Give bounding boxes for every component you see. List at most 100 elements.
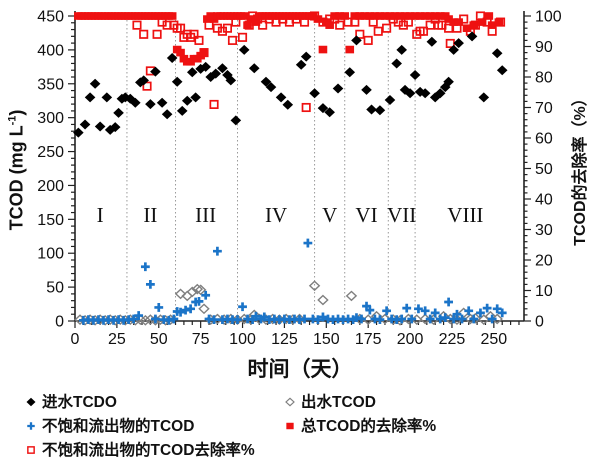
data-point-marker xyxy=(491,313,503,325)
phase-labels: I II III IV V VI VII VIII xyxy=(97,203,484,227)
phase-label: II xyxy=(143,203,157,227)
x-tick-label: 50 xyxy=(150,331,168,348)
data-point-marker xyxy=(449,18,458,26)
data-point-marker xyxy=(194,296,204,306)
data-point-marker xyxy=(325,21,334,29)
data-point-marker xyxy=(246,15,256,23)
data-point-marker xyxy=(365,12,375,20)
x-tick-label: 175 xyxy=(355,331,382,348)
data-point-marker xyxy=(308,12,318,20)
legend-label: 出水TCOD xyxy=(301,394,376,411)
data-point-marker xyxy=(324,107,335,118)
x-tick-label: 0 xyxy=(71,331,80,348)
tick-labels: 0 25 50 75 100 125 150 175 200 225 250050100150200… xyxy=(37,9,562,349)
data-point-marker xyxy=(186,286,199,298)
data-point-marker xyxy=(176,48,185,57)
data-point-marker xyxy=(225,75,237,86)
data-point-marker xyxy=(135,77,146,88)
data-point-marker xyxy=(396,44,407,55)
data-point-marker xyxy=(318,312,328,322)
data-point-marker xyxy=(363,35,373,45)
data-point-marker xyxy=(335,20,345,30)
data-point-marker xyxy=(494,18,504,26)
data-point-marker xyxy=(282,99,294,110)
data-point-marker xyxy=(449,314,459,324)
data-point-marker xyxy=(452,309,462,319)
phase-label: V xyxy=(322,203,337,227)
data-point-marker xyxy=(243,21,252,29)
filled-diamond-marker-icon xyxy=(26,397,36,407)
data-point-marker xyxy=(419,88,431,99)
data-point-marker xyxy=(79,119,91,130)
data-point-marker xyxy=(109,122,121,133)
left-axis-title-text: TCOD (mg L xyxy=(6,125,27,231)
data-point-marker xyxy=(496,65,508,76)
data-point-marker xyxy=(230,115,242,126)
right-y-tick-label: 70 xyxy=(535,100,553,117)
data-point-marker xyxy=(213,246,222,256)
data-point-marker xyxy=(469,314,479,324)
data-point-marker xyxy=(94,121,106,132)
data-point-marker xyxy=(181,95,193,106)
data-point-marker xyxy=(443,76,454,87)
x-tick-label: 150 xyxy=(313,331,340,348)
right-y-tick-label: 30 xyxy=(535,222,553,239)
data-point-marker xyxy=(140,262,150,272)
data-point-marker xyxy=(285,397,295,407)
phase-label: I xyxy=(97,203,104,227)
data-point-marker xyxy=(440,313,450,323)
data-point-marker xyxy=(478,92,490,103)
data-point-marker xyxy=(201,290,211,300)
right-y-tick-label: 0 xyxy=(535,314,544,331)
legend-label: 进水TCDO xyxy=(42,394,117,411)
left-y-tick-label: 100 xyxy=(37,246,64,263)
data-point-marker xyxy=(73,127,84,138)
data-point-marker xyxy=(352,313,361,323)
data-point-marker xyxy=(303,238,313,248)
data-point-marker xyxy=(444,15,453,23)
data-point-marker xyxy=(309,88,320,99)
data-point-marker xyxy=(26,397,36,407)
data-point-marker xyxy=(391,58,402,69)
data-point-marker xyxy=(317,103,329,114)
data-point-marker xyxy=(313,15,323,23)
data-point-marker xyxy=(410,12,420,20)
data-point-marker xyxy=(138,75,149,86)
data-point-marker xyxy=(380,12,390,20)
data-point-marker xyxy=(385,12,395,20)
data-point-marker xyxy=(482,303,492,313)
data-point-marker xyxy=(340,12,350,20)
x-tick-label: 200 xyxy=(397,331,424,348)
legend-item-unsaturated-effluent-tcod: 不饱和流出物的TCOD xyxy=(24,414,194,436)
data-point-marker xyxy=(251,18,261,26)
data-point-marker xyxy=(434,88,446,99)
data-point-marker xyxy=(448,44,459,55)
data-point-marker xyxy=(492,304,502,314)
data-point-marker xyxy=(175,23,186,33)
data-point-marker xyxy=(375,12,385,20)
data-point-marker xyxy=(286,422,294,430)
data-point-marker xyxy=(419,313,431,325)
data-point-marker xyxy=(484,12,494,20)
legend-label: 总TCOD的去除率% xyxy=(301,418,437,435)
x-tick-label: 225 xyxy=(439,331,466,348)
data-point-marker xyxy=(462,24,472,32)
series-total-tcod-removal xyxy=(74,12,504,66)
data-point-marker xyxy=(89,78,101,89)
left-y-tick-label: 450 xyxy=(37,9,64,26)
data-point-marker xyxy=(435,314,445,324)
series-unsaturated-effluent-tcod xyxy=(78,238,507,325)
data-point-marker xyxy=(295,59,307,70)
data-point-marker xyxy=(426,36,438,47)
right-axis-title: TCOD的去除率（%） xyxy=(572,90,589,246)
phase-label: VIII xyxy=(447,203,483,227)
data-point-marker xyxy=(260,76,272,87)
data-point-marker xyxy=(420,306,430,316)
data-point-marker xyxy=(251,311,261,321)
data-point-marker xyxy=(409,69,421,80)
data-point-marker xyxy=(189,29,199,39)
data-point-marker xyxy=(344,67,356,78)
data-point-marker xyxy=(415,12,425,20)
data-point-marker xyxy=(190,92,201,103)
